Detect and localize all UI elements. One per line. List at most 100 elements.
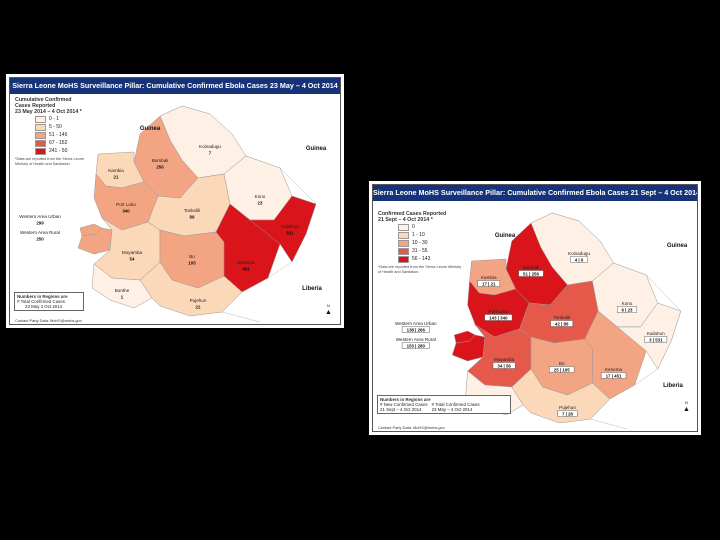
district-value-label: 51 | 256 — [523, 271, 539, 276]
left-map-panel: Sierra Leone MoHS Surveillance Pillar: C… — [6, 74, 344, 328]
district-value-label: 1 — [121, 294, 124, 299]
right-legend-swatch — [398, 240, 409, 248]
district-value-label: 23 — [258, 200, 263, 205]
district-kailahun — [616, 302, 682, 370]
right-legend-note: *Data are reported from the Sierra Leone… — [378, 265, 462, 274]
left-legend-swatch — [35, 148, 46, 156]
left-legend-item: 241 - 50 — [35, 147, 95, 156]
country-label: Guinea — [495, 233, 516, 239]
district-value-box — [518, 270, 544, 277]
right-legend-swatch — [398, 232, 409, 240]
left-numbers-box-title: Numbers in Regions are — [17, 294, 68, 299]
district-name-label: Tonkolili — [554, 315, 570, 320]
left-legend-item: 67 - 152 — [35, 139, 95, 148]
right-numbers-box-col2-line1: # Total Confirmed Cases — [431, 402, 480, 407]
district-name-label: Pujehun — [559, 405, 576, 410]
district-value-box — [401, 326, 430, 333]
left-legend-title-2: Cases Reported — [15, 103, 56, 110]
district-value-label: 7 | 26 — [562, 411, 574, 416]
right-legend-label: 10 - 30 — [412, 239, 428, 246]
district-name-label: Moyamba — [122, 250, 143, 255]
right-legend-item: 10 - 30 — [398, 239, 462, 248]
district-value-box — [549, 366, 575, 373]
district-value-label: 54 — [130, 256, 135, 261]
left-legend-label: 67 - 152 — [49, 139, 68, 146]
left-legend-title-1: Cumulative Confirmed — [15, 97, 72, 103]
district-value-label: 17 | 451 — [606, 373, 622, 378]
district-value-label: 3 | 531 — [649, 337, 663, 342]
district-value-box — [477, 280, 501, 287]
right-legend-item: 1 - 10 — [398, 231, 462, 240]
left-legend-swatch — [35, 124, 46, 132]
district-name-label: Bo — [559, 361, 565, 366]
district-value-label: 138 | 266 — [407, 327, 426, 332]
left-legend-swatch — [35, 116, 46, 124]
left-legend-title-3: 23 May 2014 – 4 Oct 2014 * — [15, 109, 82, 116]
right-legend-swatch — [398, 256, 409, 264]
north-arrow-icon: ▲ — [325, 309, 332, 316]
right-numbers-box-col1-line2: 21 Sept – 4 Oct 2014 — [380, 407, 422, 412]
left-legend-label: 0 - 1 — [49, 115, 60, 122]
district-name-label: Kailahun — [281, 224, 299, 229]
left-numbers-box-line1: # Total Confirmed Cases — [17, 299, 65, 304]
right-legend-label: 0 — [412, 223, 415, 230]
right-legend-item: 31 - 55 — [398, 248, 462, 256]
district-name-label: Kenema — [237, 260, 255, 265]
district-name-label: Tonkolili — [184, 208, 200, 213]
district-value-label: 25 | 105 — [554, 367, 570, 372]
right-legend-title-1: Confirmed Cases Reported — [378, 211, 447, 217]
district-value-label: 42 | 86 — [555, 321, 569, 326]
left-contact: Contact Party Data: MoHS@mohs.gov — [15, 318, 82, 323]
district-value-label: 143 | 340 — [489, 315, 508, 320]
left-numbers-box-line2: 23 May 4 Oct 2014 — [25, 304, 63, 309]
right-legend-label: 56 - 143 — [412, 255, 431, 262]
right-north-label: N — [685, 400, 688, 405]
district-name-label: Bombali — [152, 158, 169, 163]
left-legend-item: 51 - 146 — [35, 131, 95, 140]
left-legend-label: 51 - 146 — [49, 131, 68, 138]
left-legend-item: 0 - 1 — [35, 115, 95, 124]
left-numbers-box: Numbers in Regions are # Total Confirmed… — [14, 292, 84, 311]
right-legend-label: 1 - 10 — [412, 231, 425, 238]
right-contact: Contact Party Data: MoHS@mohs.gov — [378, 425, 445, 430]
district-name-label: Western Area Rural — [20, 230, 60, 235]
right-legend-item: 56 - 143 — [398, 255, 462, 264]
district-value-box — [557, 410, 578, 417]
left-north-arrow: N ▲ — [325, 302, 332, 316]
district-name-label: Moyamba — [494, 357, 515, 362]
district-bonthe — [91, 263, 153, 309]
right-numbers-box-col1-line1: # New Confirmed Cases — [380, 402, 428, 407]
district-name-label: Kono — [622, 301, 633, 306]
left-legend-label: 241 - 50 — [49, 147, 68, 154]
left-legend: Cumulative Confirmed Cases Reported 23 M… — [15, 97, 95, 166]
right-legend-item: 0 — [398, 223, 462, 232]
country-label: Guinea — [306, 146, 327, 152]
district-name-label: Kono — [255, 194, 266, 199]
district-name-label: Pujehun — [190, 298, 207, 303]
right-legend-title-2: 21 Sept – 4 Oct 2014 * — [378, 217, 433, 224]
district-value-box — [570, 256, 588, 263]
district-value-box — [616, 306, 637, 313]
right-numbers-box-col1: # New Confirmed Cases 21 Sept – 4 Oct 20… — [380, 402, 428, 412]
district-name-label: Bombali — [523, 265, 540, 270]
district-value-box — [600, 372, 627, 379]
district-value-box — [550, 320, 574, 327]
district-value-label: 7 — [209, 150, 212, 155]
left-map-title: Sierra Leone MoHS Surveillance Pillar: C… — [10, 78, 340, 94]
district-value-label: 22 — [196, 304, 201, 309]
district-value-box — [644, 336, 668, 343]
left-legend-swatch — [35, 132, 46, 140]
north-arrow-icon: ▲ — [683, 406, 690, 413]
left-north-label: N — [327, 303, 330, 308]
district-value-label: 21 — [114, 174, 119, 179]
district-value-box — [484, 314, 513, 321]
district-value-label: 17 | 21 — [482, 281, 496, 286]
country-label: Liberia — [302, 286, 322, 292]
right-numbers-box-title: Numbers in Regions are — [380, 397, 431, 402]
district-value-label: 89 — [190, 214, 195, 219]
district-value-label: 256 — [156, 164, 164, 169]
district-value-label: 340 — [122, 208, 130, 213]
country-label: Guinea — [140, 126, 161, 132]
district-value-label: 105 — [188, 260, 196, 265]
right-numbers-box-col2: # Total Confirmed Cases 23 May – 4 Oct 2… — [432, 402, 480, 412]
